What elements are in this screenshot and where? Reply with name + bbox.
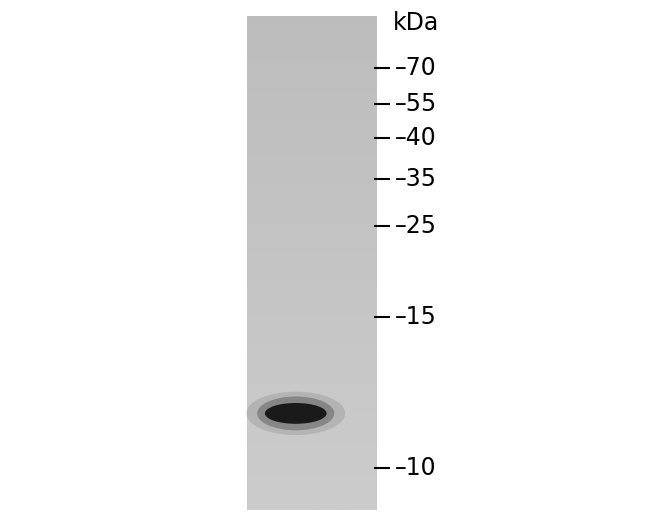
- Ellipse shape: [246, 392, 345, 435]
- Text: –15: –15: [395, 305, 437, 329]
- Ellipse shape: [265, 403, 326, 424]
- Text: –35: –35: [395, 167, 437, 191]
- Text: –70: –70: [395, 56, 437, 80]
- Text: –10: –10: [395, 456, 437, 480]
- Text: –40: –40: [395, 126, 437, 150]
- Text: –25: –25: [395, 214, 437, 238]
- Text: –55: –55: [395, 92, 437, 116]
- Ellipse shape: [257, 397, 334, 431]
- Text: kDa: kDa: [393, 11, 439, 35]
